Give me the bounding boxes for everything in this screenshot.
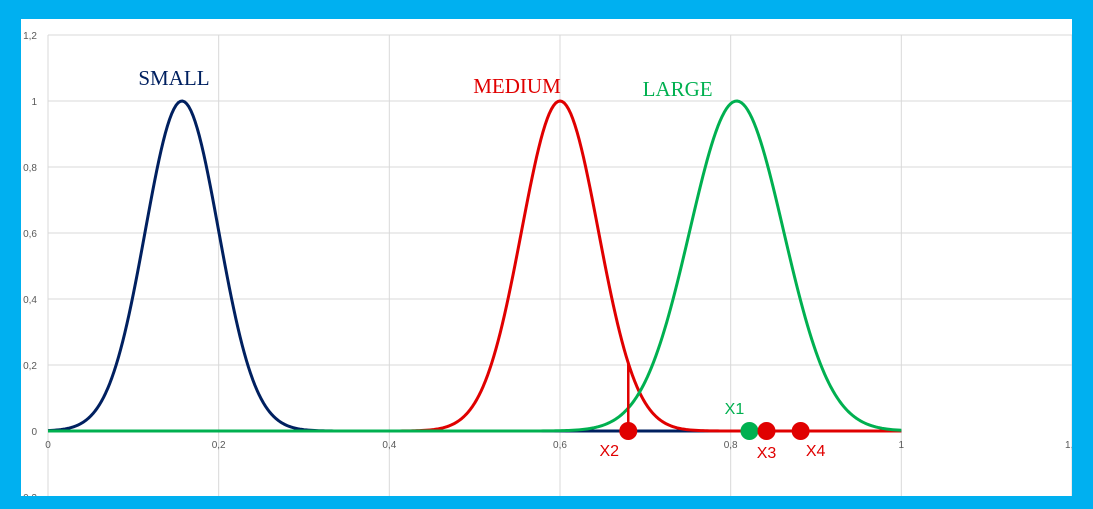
curve-label-small: SMALL (138, 66, 209, 90)
data-points: X1 X2 X3 X4 (599, 401, 825, 462)
x-tick-label: 0,8 (724, 440, 738, 451)
x-tick-label: 1,2 (1065, 440, 1072, 451)
curve-label-medium: MEDIUM (473, 74, 561, 98)
membership-chart: -0,2 0 0,2 0,4 0,6 0,8 1 1,2 0 0,2 0,4 0,6 0,8 1 1,2 X… (21, 31, 1072, 496)
y-tick-label: 1 (31, 97, 37, 108)
curve-small (47, 99, 902, 433)
point-x1 (740, 422, 759, 440)
point-label-x4: X4 (806, 443, 826, 460)
curves (47, 99, 902, 433)
y-tick-label: -0,2 (21, 493, 37, 496)
y-tick-label: 0 (31, 427, 37, 438)
y-tick-label: 0,2 (23, 361, 37, 372)
y-tick-label: 0,8 (23, 163, 37, 174)
y-tick-label: 1,2 (23, 31, 37, 42)
chart-area: -0,2 0 0,2 0,4 0,6 0,8 1 1,2 0 0,2 0,4 0,6 0,8 1 1,2 X… (21, 19, 1072, 496)
point-x3 (757, 422, 776, 440)
x-tick-label: 1 (899, 440, 905, 451)
curve-label-large: LARGE (643, 77, 713, 101)
y-tick-label: 0,6 (23, 229, 37, 240)
x-tick-label: 0,4 (382, 440, 396, 451)
point-label-x3: X3 (757, 445, 777, 462)
x-tick-label: 0 (45, 440, 51, 451)
gridlines (47, 34, 1072, 496)
point-x4 (791, 422, 810, 440)
curve-labels: SMALL MEDIUM LARGE (138, 66, 712, 101)
curve-medium (48, 99, 902, 433)
x-tick-label: 0,2 (212, 440, 226, 451)
x-tick-label: 0,6 (553, 440, 567, 451)
tick-labels: -0,2 0 0,2 0,4 0,6 0,8 1 1,2 0 0,2 0,4 0,6 0,8 1 1,2 (21, 31, 1072, 496)
y-tick-label: 0,4 (23, 295, 37, 306)
point-x2 (619, 422, 638, 440)
point-label-x1: X1 (725, 401, 745, 418)
point-label-x2: X2 (599, 443, 619, 460)
curve-large (48, 99, 902, 433)
